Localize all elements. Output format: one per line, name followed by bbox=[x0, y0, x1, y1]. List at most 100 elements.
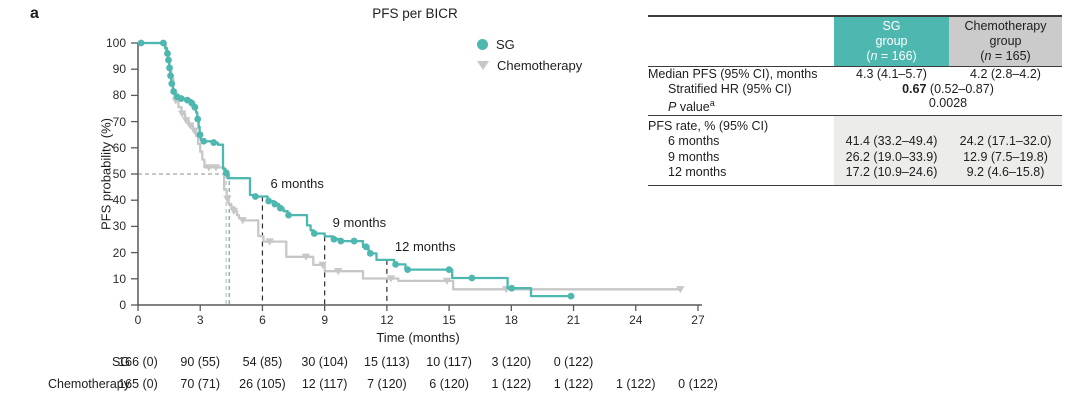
risk-count: 1 (122) bbox=[553, 377, 594, 391]
y-tick-label: 100 bbox=[105, 36, 126, 50]
legend-label-sg: SG bbox=[496, 36, 515, 52]
y-tick-label: 70 bbox=[112, 114, 126, 129]
stats-header-empty bbox=[648, 17, 834, 66]
sg-censor-mark bbox=[404, 266, 412, 274]
x-tick-label: 21 bbox=[566, 313, 581, 327]
sg-censor-mark bbox=[350, 237, 358, 245]
legend-label-chemotherapy: Chemotherapy bbox=[497, 57, 583, 73]
sg-censor-mark bbox=[265, 197, 273, 205]
x-tick-label: 18 bbox=[504, 313, 518, 327]
p-value: 0.0028 bbox=[928, 96, 968, 110]
chemotherapy-censor-mark bbox=[238, 217, 247, 225]
sg-censor-mark bbox=[276, 204, 284, 212]
time-annotation: 9 months bbox=[332, 215, 387, 231]
sg-censor-mark bbox=[159, 39, 167, 47]
sg-censor-mark bbox=[165, 56, 172, 64]
sg-censor-mark bbox=[167, 72, 174, 80]
risk-count: 70 (71) bbox=[180, 377, 221, 391]
hr-value: 0.67 (0.52–0.87) bbox=[902, 81, 994, 96]
stats-table-rule bbox=[648, 114, 1062, 116]
chemotherapy-censor-mark bbox=[211, 164, 221, 172]
sg-censor-mark bbox=[210, 139, 218, 146]
sg-censor-mark bbox=[337, 237, 345, 245]
x-axis-label: Time (months) bbox=[376, 330, 460, 345]
sg-censor-mark bbox=[362, 243, 370, 251]
chemotherapy-censor-mark bbox=[386, 275, 396, 283]
sg-censor-mark bbox=[310, 230, 318, 237]
risk-count: 54 (85) bbox=[242, 355, 283, 369]
chemotherapy-censor-mark bbox=[190, 127, 199, 135]
sg-circle-icon bbox=[477, 38, 488, 50]
risk-row-label: SG bbox=[111, 355, 130, 369]
risk-count: 0 (122) bbox=[678, 377, 718, 391]
y-tick-label: 0 bbox=[119, 298, 126, 312]
sg-censor-mark bbox=[200, 137, 208, 145]
risk-count: 3 (120) bbox=[491, 355, 532, 369]
sg-censor-mark bbox=[271, 200, 279, 208]
stats-table-body: Median PFS (95% CI), months 4.3 (4.1–5.7… bbox=[648, 67, 1062, 115]
sg-censor-mark bbox=[168, 80, 176, 88]
sg-censor-mark bbox=[164, 50, 171, 57]
sg-censor-mark bbox=[366, 249, 374, 257]
chemotherapy-censor-mark bbox=[442, 277, 452, 285]
chemotherapy-censor-mark bbox=[181, 117, 191, 125]
sg-censor-mark bbox=[177, 95, 185, 102]
risk-count: 166 (0) bbox=[118, 355, 158, 369]
stats-header-chemo-group: Chemotherapy group (n = 165) bbox=[949, 17, 1062, 66]
chemotherapy-triangle-icon bbox=[477, 61, 489, 70]
pfs-rate-9mo-row: 9 months 26.2 (19.0–33.9) 12.9 (7.5–19.8… bbox=[648, 149, 1062, 166]
chemotherapy-censor-mark bbox=[318, 261, 327, 269]
risk-row-label: Chemotherapy bbox=[48, 377, 130, 391]
sg-censor-mark bbox=[191, 103, 199, 111]
x-tick-label: 27 bbox=[691, 313, 705, 327]
x-tick-label: 3 bbox=[196, 313, 204, 327]
risk-count: 26 (105) bbox=[239, 377, 286, 391]
median-pfs-chemo: 4.2 (2.8–4.2) bbox=[970, 67, 1041, 81]
y-tick-label: 20 bbox=[112, 245, 126, 260]
median-pfs-row: Median PFS (95% CI), months 4.3 (4.1–5.7… bbox=[648, 67, 1062, 82]
risk-count: 0 (122) bbox=[553, 355, 594, 369]
stratified-hr-row: Stratified HR (95% CI) 0.67 (0.52–0.87) bbox=[648, 82, 1062, 97]
sg-censor-mark bbox=[567, 292, 575, 300]
chemotherapy-censor-mark bbox=[301, 253, 311, 261]
chemotherapy-censor-mark bbox=[186, 122, 195, 130]
risk-count: 7 (120) bbox=[367, 377, 407, 391]
x-tick-label: 24 bbox=[629, 313, 643, 327]
chemotherapy-censor-mark bbox=[223, 195, 232, 203]
risk-count: 90 (55) bbox=[180, 355, 221, 369]
pfs-rate-6mo-row: 6 months 41.4 (33.2–49.4) 24.2 (17.1–32.… bbox=[648, 134, 1062, 150]
y-tick-label: 40 bbox=[112, 193, 126, 208]
y-tick-label: 50 bbox=[112, 167, 126, 181]
x-tick-label: 6 bbox=[259, 313, 266, 327]
sg-censor-mark bbox=[445, 266, 453, 274]
risk-count: 1 (122) bbox=[615, 377, 656, 391]
sg-censor-mark bbox=[137, 39, 145, 47]
sg-censor-mark bbox=[285, 211, 292, 219]
sg-censor-mark bbox=[170, 88, 178, 95]
stats-header-sg-group: SG group (n = 166) bbox=[834, 17, 949, 66]
risk-count: 30 (104) bbox=[301, 355, 348, 369]
chemotherapy-censor-mark bbox=[177, 110, 187, 118]
sg-curve bbox=[138, 41, 574, 298]
legend: SG Chemotherapy bbox=[477, 35, 582, 74]
y-tick-label: 60 bbox=[112, 140, 126, 155]
chart-title: PFS per BICR bbox=[372, 6, 458, 21]
legend-item-sg: SG bbox=[477, 35, 582, 53]
pfs-rate-12mo-row: 12 months 17.2 (10.9–24.6) 9.2 (4.6–15.8… bbox=[648, 165, 1062, 185]
y-tick-label: 90 bbox=[112, 62, 126, 77]
stats-table-header: SG group (n = 166) Chemotherapy group (n… bbox=[648, 17, 1062, 66]
sg-censor-mark bbox=[330, 235, 338, 243]
risk-count: 12 (117) bbox=[301, 377, 348, 391]
x-tick-label: 12 bbox=[380, 313, 394, 327]
sg-censor-mark bbox=[166, 64, 173, 72]
risk-count: 15 (113) bbox=[364, 355, 410, 369]
sg-censor-mark bbox=[508, 284, 516, 292]
x-tick-label: 9 bbox=[321, 313, 328, 327]
chemotherapy-censor-mark bbox=[333, 268, 343, 276]
chemotherapy-censor-mark bbox=[265, 238, 274, 246]
x-tick-label: 0 bbox=[134, 313, 142, 327]
risk-count: 1 (122) bbox=[491, 377, 532, 391]
risk-count: 6 (120) bbox=[429, 377, 469, 391]
pfs-rate-section: PFS rate, % (95% CI) 6 months 41.4 (33.2… bbox=[648, 115, 1062, 185]
